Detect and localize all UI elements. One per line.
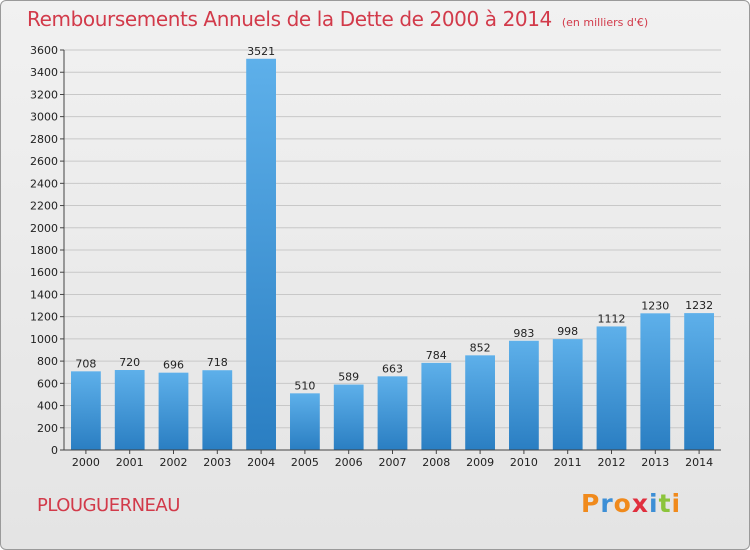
x-tick-label: 2006 <box>335 456 363 469</box>
data-label-2009: 852 <box>470 341 491 354</box>
y-tick-label: 1600 <box>30 266 58 279</box>
logo-letter: o <box>613 489 632 518</box>
y-tick-label: 2400 <box>30 177 58 190</box>
data-label-2012: 1112 <box>598 312 626 325</box>
data-label-2014: 1232 <box>685 299 713 312</box>
logo-letter: i <box>649 489 659 518</box>
logo-letter: t <box>658 489 672 518</box>
y-tick-label: 2000 <box>30 222 58 235</box>
data-label-2008: 784 <box>426 349 447 362</box>
x-tick-label: 2005 <box>291 456 319 469</box>
logo-letter: r <box>600 489 614 518</box>
bar-2007[interactable] <box>377 376 408 450</box>
data-label-2001: 720 <box>119 356 140 369</box>
y-tick-label: 600 <box>37 377 58 390</box>
data-label-2007: 663 <box>382 362 403 375</box>
data-label-2003: 718 <box>207 356 228 369</box>
bar-2013[interactable] <box>640 313 671 450</box>
logo-letter: P <box>581 489 601 518</box>
y-tick-label: 400 <box>37 400 58 413</box>
x-tick-label: 2013 <box>641 456 669 469</box>
data-label-2006: 589 <box>338 371 359 384</box>
logo-letter: i <box>671 489 682 518</box>
chart-title: Remboursements Annuels de la Dette de 20… <box>27 7 552 31</box>
x-tick-label: 2001 <box>116 456 144 469</box>
x-tick-label: 2012 <box>598 456 626 469</box>
proxiti-logo[interactable]: Proxiti <box>581 489 681 518</box>
x-tick-label: 2011 <box>554 456 582 469</box>
x-tick-label: 2007 <box>379 456 407 469</box>
bar-2000[interactable] <box>71 371 101 450</box>
bar-2003[interactable] <box>202 370 233 450</box>
title-row: Remboursements Annuels de la Dette de 20… <box>27 7 648 31</box>
commune-name: PLOUGUERNEAU <box>37 495 180 516</box>
x-tick-label: 2003 <box>203 456 231 469</box>
x-tick-label: 2002 <box>160 456 188 469</box>
bar-2009[interactable] <box>465 355 495 450</box>
x-tick-label: 2008 <box>422 456 450 469</box>
bar-2014[interactable] <box>684 313 714 450</box>
y-tick-label: 2800 <box>30 133 58 146</box>
y-tick-label: 3000 <box>30 111 58 124</box>
axes: 0 200 400 600 800 1000 1200 1400 1600 1800 2000 220… <box>30 44 721 469</box>
y-tick-label: 200 <box>37 422 58 435</box>
bars: 708 720 696 718 3521 510 589 663 784 852 983 998 111… <box>71 45 714 451</box>
bar-2004[interactable] <box>246 58 276 451</box>
bar-2011[interactable] <box>552 339 583 450</box>
chart-subtitle: (en milliers d'€) <box>561 16 649 29</box>
y-tick-label: 3400 <box>30 66 58 79</box>
data-label-2011: 998 <box>557 325 578 338</box>
y-tick-label: 0 <box>51 444 58 457</box>
bar-2002[interactable] <box>158 372 189 450</box>
x-tick-label: 2010 <box>510 456 538 469</box>
y-tick-label: 3600 <box>30 44 58 57</box>
bar-2010[interactable] <box>509 340 539 450</box>
y-tick-label: 1000 <box>30 333 58 346</box>
data-label-2004: 3521 <box>247 45 275 58</box>
data-label-2002: 696 <box>163 359 184 372</box>
bar-2012[interactable] <box>596 326 627 450</box>
logo-letter: x <box>631 489 649 518</box>
y-tick-label: 2200 <box>30 200 58 213</box>
bar-2006[interactable] <box>333 384 364 450</box>
x-tick-label: 2000 <box>72 456 100 469</box>
y-tick-label: 1200 <box>30 311 58 324</box>
bar-2005[interactable] <box>290 393 320 450</box>
x-tick-label: 2014 <box>685 456 713 469</box>
data-label-2005: 510 <box>294 379 315 392</box>
y-tick-label: 1800 <box>30 244 58 257</box>
y-tick-label: 1400 <box>30 288 58 301</box>
x-tick-label: 2009 <box>466 456 494 469</box>
bar-2001[interactable] <box>114 370 145 450</box>
y-tick-label: 800 <box>37 355 58 368</box>
data-label-2000: 708 <box>75 357 96 370</box>
bar-2008[interactable] <box>421 362 452 450</box>
data-label-2013: 1230 <box>641 299 669 312</box>
y-tick-label: 3200 <box>30 88 58 101</box>
data-label-2010: 983 <box>513 327 534 340</box>
y-tick-label: 2600 <box>30 155 58 168</box>
x-tick-label: 2004 <box>247 456 275 469</box>
